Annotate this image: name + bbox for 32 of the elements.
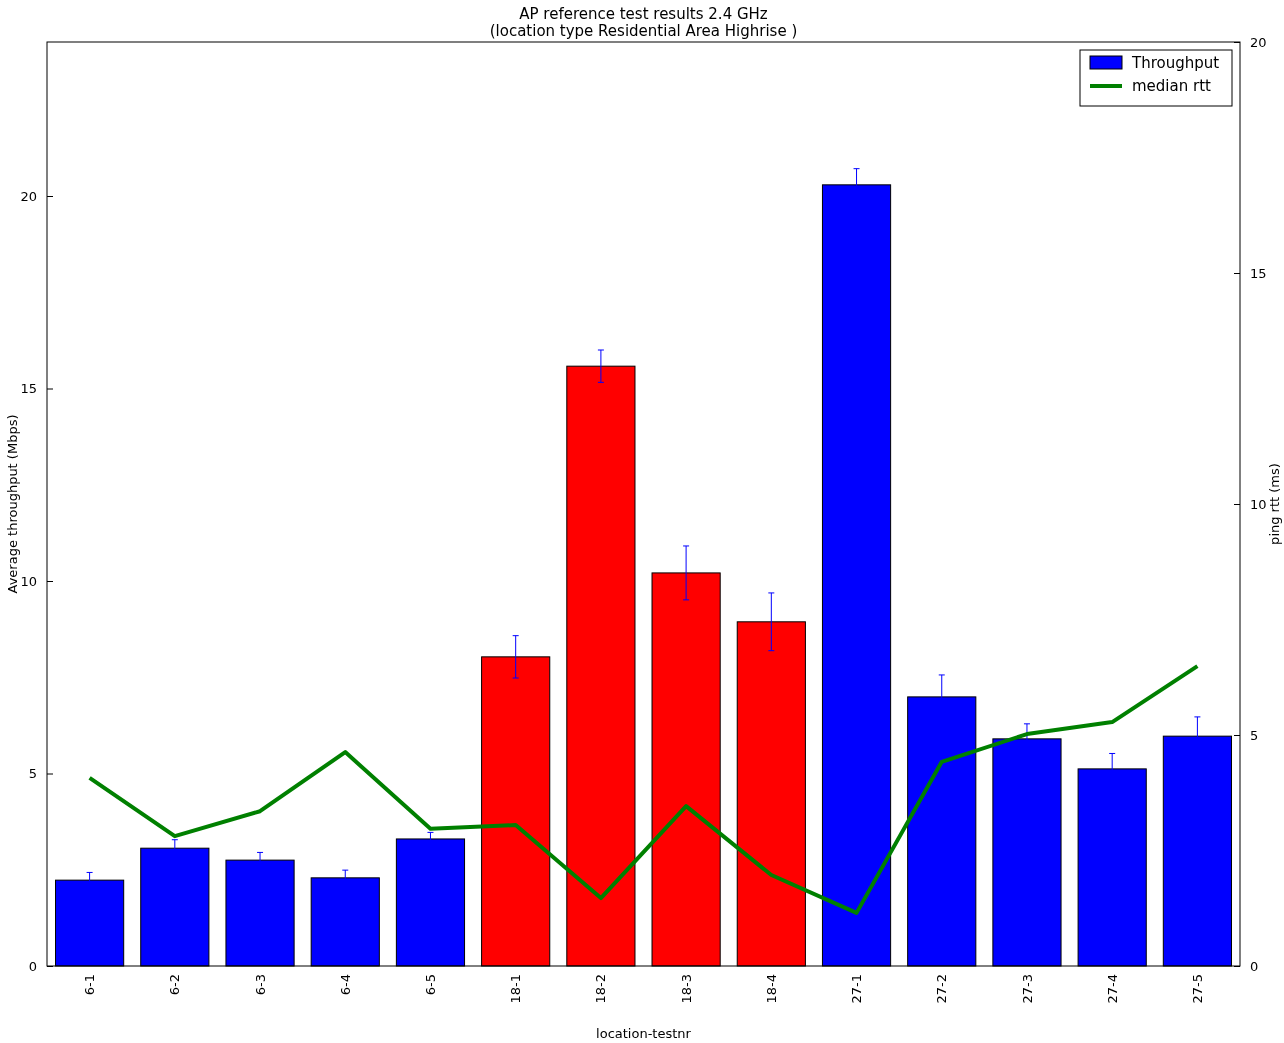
y-tick-label: 15	[20, 381, 37, 397]
y-tick-label: 0	[28, 958, 37, 974]
x-tick-label: 6-2	[167, 974, 183, 996]
x-tick-label: 18-3	[678, 974, 694, 1004]
y2-tick-label: 5	[1250, 727, 1259, 743]
chart-subtitle: (location type Residential Area Highrise )	[489, 22, 798, 40]
x-tick-label: 6-4	[337, 974, 353, 996]
y-tick-label: 20	[20, 188, 37, 204]
y-axis-title: Average throughput (Mbps)	[5, 414, 20, 594]
x-tick-label: 27-4	[1104, 974, 1120, 1004]
line-series	[87, 664, 1200, 915]
x-tick-label: 27-1	[849, 974, 865, 1004]
x-tick-label: 27-3	[1019, 974, 1035, 1004]
y2-tick-label: 20	[1250, 34, 1267, 50]
y-tick-label: 10	[20, 573, 37, 589]
y2-tick-label: 0	[1250, 958, 1259, 974]
x-tick-label: 6-1	[82, 974, 98, 996]
y2-tick-label: 10	[1250, 496, 1267, 512]
y-tick-label: 5	[28, 766, 37, 782]
y2-tick-label: 15	[1250, 265, 1267, 281]
x-tick-label: 18-2	[593, 974, 609, 1004]
x-tick-label: 6-5	[423, 974, 439, 996]
x-axis-title: location-testnr	[596, 1026, 692, 1041]
x-tick-label: 6-3	[252, 974, 268, 996]
x-tick-label: 18-4	[763, 974, 779, 1004]
y2-axis-title: ping rtt (ms)	[1267, 463, 1282, 545]
x-tick-label: 27-2	[934, 974, 950, 1004]
x-tick-label: 18-1	[508, 974, 524, 1004]
x-tick-label: 27-5	[1189, 974, 1205, 1004]
legend-label: median rtt	[1132, 77, 1212, 95]
chart-title: AP reference test results 2.4 GHz	[519, 5, 768, 23]
legend-label: Throughput	[1131, 54, 1220, 72]
